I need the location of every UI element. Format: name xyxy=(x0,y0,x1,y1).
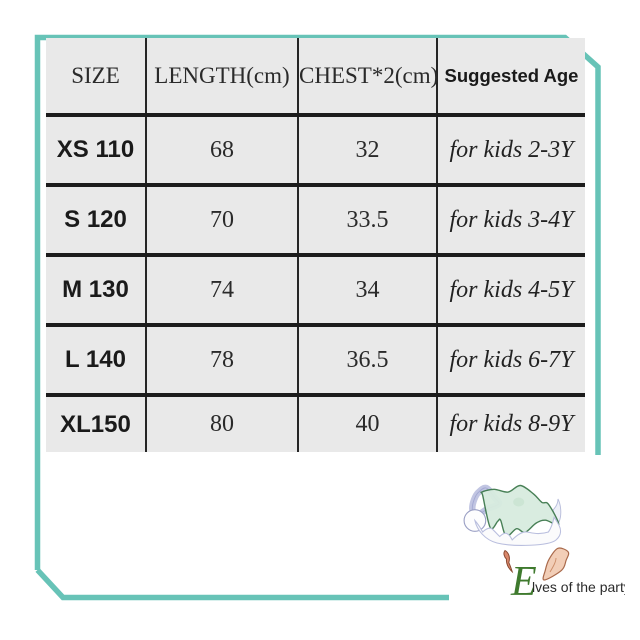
svg-text:lves of the party: lves of the party xyxy=(532,579,625,595)
